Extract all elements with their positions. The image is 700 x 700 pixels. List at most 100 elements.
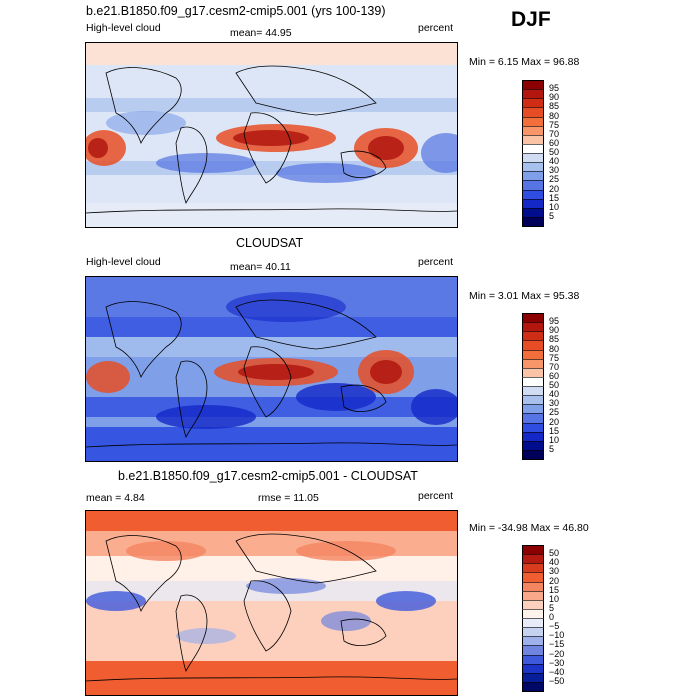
panel-2-colorbar: 95 90 85 80 75 70 60 50 40 30 25 20 15 10 5 bbox=[522, 313, 592, 460]
colorbar-tick-label: 30 bbox=[549, 398, 560, 409]
colorbar-tick-label: 10 bbox=[549, 593, 560, 604]
coastline bbox=[175, 360, 208, 439]
field-contour bbox=[370, 360, 402, 384]
panel-1-field bbox=[86, 43, 457, 227]
field-contour bbox=[106, 111, 186, 135]
colorbar-swatch bbox=[522, 581, 544, 592]
field-contour bbox=[176, 628, 236, 644]
colorbar-swatch bbox=[522, 198, 544, 209]
colorbar-swatch bbox=[522, 349, 544, 360]
coastline bbox=[243, 112, 292, 184]
coastline bbox=[243, 580, 292, 652]
colorbar-tick-label: 40 bbox=[549, 156, 560, 167]
field-band bbox=[86, 337, 457, 357]
colorbar-swatch bbox=[522, 322, 544, 332]
colorbar-swatch bbox=[522, 572, 544, 582]
field-contour bbox=[411, 389, 457, 425]
coastline bbox=[340, 618, 387, 646]
colorbar-tick-label: 5 bbox=[549, 443, 555, 454]
colorbar-tick-label: 85 bbox=[549, 101, 560, 112]
panel-3-field bbox=[86, 511, 457, 695]
colorbar-tick-label: 60 bbox=[549, 370, 560, 381]
field-contour bbox=[421, 133, 457, 173]
colorbar-tick-label: 30 bbox=[549, 165, 560, 176]
coastline bbox=[243, 346, 292, 418]
panel-2-field bbox=[86, 277, 457, 461]
season-label: DJF bbox=[511, 8, 551, 31]
panel-2-mean: mean= 40.11 bbox=[230, 261, 291, 273]
field-contour bbox=[368, 136, 404, 160]
colorbar-tick-label: 15 bbox=[549, 425, 560, 436]
coastline bbox=[175, 126, 208, 205]
field-contour bbox=[321, 611, 371, 631]
coastline bbox=[235, 533, 377, 584]
colorbar-tick-label: 50 bbox=[549, 147, 560, 157]
colorbar-swatch bbox=[522, 134, 544, 145]
field-contour bbox=[86, 361, 130, 393]
colorbar-swatch bbox=[522, 116, 544, 127]
colorbar-swatch bbox=[522, 681, 544, 692]
colorbar-tick-label: 25 bbox=[549, 174, 560, 185]
field-contour bbox=[88, 138, 108, 158]
field-band bbox=[86, 43, 457, 65]
panel-3-minmax: Min = -34.98 Max = 46.80 bbox=[469, 522, 589, 534]
field-contour bbox=[238, 364, 314, 380]
colorbar-swatch bbox=[522, 608, 544, 619]
colorbar-tick-label: −50 bbox=[549, 675, 565, 686]
colorbar-swatch bbox=[522, 545, 544, 555]
coastline bbox=[86, 676, 457, 682]
colorbar-swatch bbox=[522, 376, 544, 387]
field-contour bbox=[156, 405, 256, 429]
colorbar-swatch bbox=[522, 627, 544, 637]
coastline bbox=[105, 535, 182, 613]
colorbar-swatch bbox=[522, 386, 544, 396]
coastline bbox=[86, 208, 457, 214]
colorbar-swatch bbox=[522, 645, 544, 655]
colorbar-tick-label: 95 bbox=[549, 83, 560, 94]
field-band bbox=[86, 397, 457, 417]
colorbar-tick-label: 30 bbox=[549, 566, 560, 577]
colorbar-tick-label: 50 bbox=[549, 548, 560, 559]
colorbar-swatch bbox=[522, 143, 544, 154]
coastline bbox=[175, 594, 208, 673]
colorbar-swatch bbox=[522, 404, 544, 414]
colorbar-swatch bbox=[522, 80, 544, 90]
panel-3-rmse: rmse = 11.05 bbox=[258, 492, 319, 504]
panel-2-map bbox=[85, 276, 458, 462]
panel-1-colorbar: 95 90 85 80 75 70 60 50 40 30 25 20 15 10 5 bbox=[522, 80, 592, 227]
field-contour bbox=[86, 591, 146, 611]
panel-1-mean: mean= 44.95 bbox=[230, 27, 292, 39]
colorbar-swatch bbox=[522, 125, 544, 136]
colorbar-swatch bbox=[522, 107, 544, 117]
colorbar-swatch bbox=[522, 171, 544, 181]
panel-3-mean: mean = 4.84 bbox=[86, 492, 145, 504]
colorbar-tick-label: 40 bbox=[549, 557, 560, 568]
field-contour bbox=[246, 578, 326, 594]
colorbar-tick-label: 10 bbox=[549, 434, 560, 445]
colorbar-swatch bbox=[522, 636, 544, 646]
colorbar-tick-label: −10 bbox=[549, 630, 565, 641]
colorbar-swatch bbox=[522, 422, 544, 433]
colorbar-swatch bbox=[522, 189, 544, 200]
colorbar-swatch bbox=[522, 618, 544, 628]
colorbar-swatch bbox=[522, 554, 544, 564]
colorbar-tick-label: 80 bbox=[549, 110, 560, 121]
colorbar-tick-label: 20 bbox=[549, 183, 560, 194]
field-contour bbox=[276, 163, 376, 183]
panel-2-minmax: Min = 3.01 Max = 95.38 bbox=[469, 290, 580, 302]
coastline bbox=[86, 442, 457, 448]
colorbar-tick-label: −40 bbox=[549, 666, 565, 677]
coastline bbox=[105, 67, 182, 145]
panel-3-units: percent bbox=[418, 490, 454, 502]
field-contour bbox=[376, 591, 436, 611]
colorbar-swatch bbox=[522, 162, 544, 172]
colorbar-swatch bbox=[522, 395, 544, 405]
colorbar-swatch bbox=[522, 313, 544, 323]
coastline bbox=[340, 150, 387, 178]
panel-3-title: b.e21.B1850.f09_g17.cesm2-cmip5.001 - CL… bbox=[118, 469, 418, 483]
colorbar-tick-label: 20 bbox=[549, 575, 560, 586]
colorbar-swatch bbox=[522, 672, 544, 683]
colorbar-swatch bbox=[522, 590, 544, 601]
colorbar-swatch bbox=[522, 180, 544, 190]
colorbar-swatch bbox=[522, 449, 544, 460]
